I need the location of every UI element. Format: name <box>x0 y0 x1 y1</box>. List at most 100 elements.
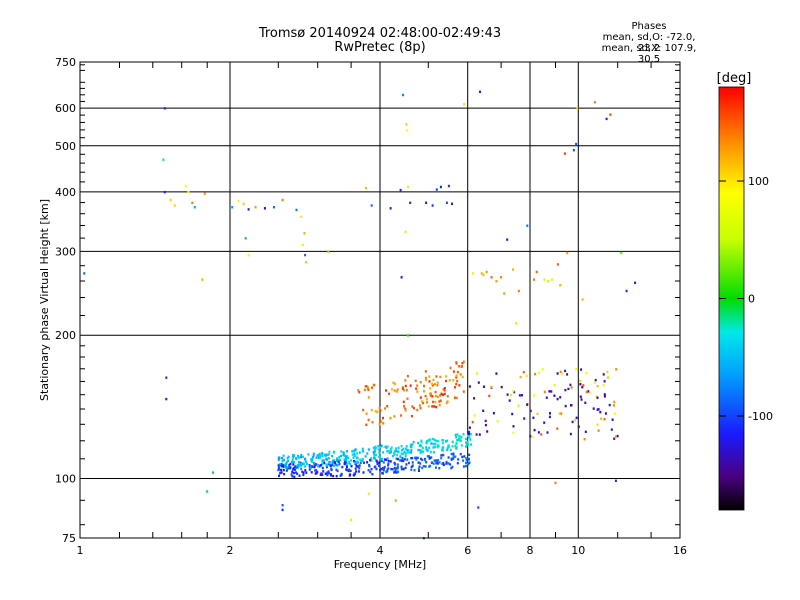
data-point <box>522 371 525 374</box>
data-point <box>465 442 468 446</box>
data-point <box>423 384 425 388</box>
data-point <box>370 204 373 207</box>
data-point <box>340 454 343 458</box>
data-point <box>603 380 606 383</box>
data-point <box>466 440 469 443</box>
data-point <box>387 464 390 467</box>
data-point <box>357 389 360 392</box>
data-point <box>326 453 329 456</box>
data-point <box>280 471 283 474</box>
data-point <box>426 398 428 401</box>
data-point <box>431 382 434 386</box>
data-point <box>382 469 385 472</box>
data-point <box>442 449 445 452</box>
data-point <box>583 438 586 441</box>
data-point <box>393 382 396 386</box>
data-point <box>298 461 301 464</box>
data-point <box>311 465 313 468</box>
y-tick-label: 750 <box>55 56 76 69</box>
data-point <box>461 362 464 365</box>
data-point <box>452 379 455 382</box>
data-point <box>410 465 413 468</box>
data-point <box>332 474 335 478</box>
data-point <box>462 465 465 468</box>
data-point <box>526 403 529 406</box>
data-point <box>435 439 438 443</box>
data-point <box>374 465 377 468</box>
data-point <box>454 386 456 389</box>
data-point <box>404 452 407 455</box>
data-point <box>458 384 461 387</box>
data-point <box>305 460 308 464</box>
data-point <box>575 367 578 371</box>
data-point <box>461 375 464 379</box>
data-point <box>430 461 433 464</box>
data-point <box>357 470 360 473</box>
data-point <box>294 465 297 468</box>
data-point <box>403 405 406 408</box>
data-point <box>452 370 455 373</box>
data-point <box>346 465 348 469</box>
data-point <box>510 393 512 397</box>
data-point <box>303 232 306 235</box>
data-point <box>406 397 409 400</box>
x-tick-labels: 1 2 4 6 8 10 16 <box>77 544 688 557</box>
data-point <box>424 378 427 381</box>
data-point <box>281 504 284 507</box>
data-point <box>374 410 377 413</box>
data-point <box>347 456 350 459</box>
data-point <box>355 464 358 468</box>
data-point <box>431 204 434 207</box>
data-point <box>410 457 413 460</box>
data-point <box>372 451 375 454</box>
data-point <box>422 450 425 453</box>
data-point <box>348 468 351 471</box>
data-point <box>419 407 422 410</box>
data-point <box>440 392 443 395</box>
data-point <box>442 388 445 391</box>
data-point <box>379 445 382 449</box>
data-point <box>436 445 439 449</box>
data-point <box>381 458 383 461</box>
data-point <box>378 464 380 467</box>
data-point <box>468 385 471 388</box>
data-point <box>287 466 290 469</box>
data-point <box>311 456 314 459</box>
data-point <box>450 458 453 461</box>
data-point <box>469 438 472 441</box>
data-point <box>332 451 335 454</box>
data-point <box>272 206 275 209</box>
data-point <box>411 443 414 446</box>
data-point <box>434 445 436 448</box>
data-point <box>340 472 343 476</box>
data-point <box>518 394 521 397</box>
data-point <box>442 446 445 449</box>
data-point <box>247 208 250 211</box>
data-point <box>356 452 359 455</box>
data-point <box>433 451 435 454</box>
data-point <box>442 439 445 442</box>
data-point <box>558 412 561 415</box>
data-point <box>592 407 595 410</box>
data-point <box>376 460 378 463</box>
data-point <box>437 459 440 462</box>
data-point <box>301 455 304 458</box>
data-point <box>447 444 450 447</box>
colorbar-tick-label: 100 <box>748 175 769 188</box>
data-point <box>570 386 573 389</box>
data-point <box>401 459 403 463</box>
data-point <box>310 458 313 461</box>
data-point <box>472 272 475 275</box>
data-point <box>576 107 579 110</box>
data-point <box>414 379 417 382</box>
data-point <box>429 450 432 454</box>
data-point <box>515 322 517 325</box>
data-point <box>382 461 385 464</box>
data-point <box>404 384 407 388</box>
data-point <box>409 384 412 387</box>
data-point <box>614 479 617 482</box>
data-point <box>579 379 582 383</box>
data-point <box>263 207 266 210</box>
data-point <box>323 454 326 457</box>
phases-heading: Phases <box>631 21 667 32</box>
